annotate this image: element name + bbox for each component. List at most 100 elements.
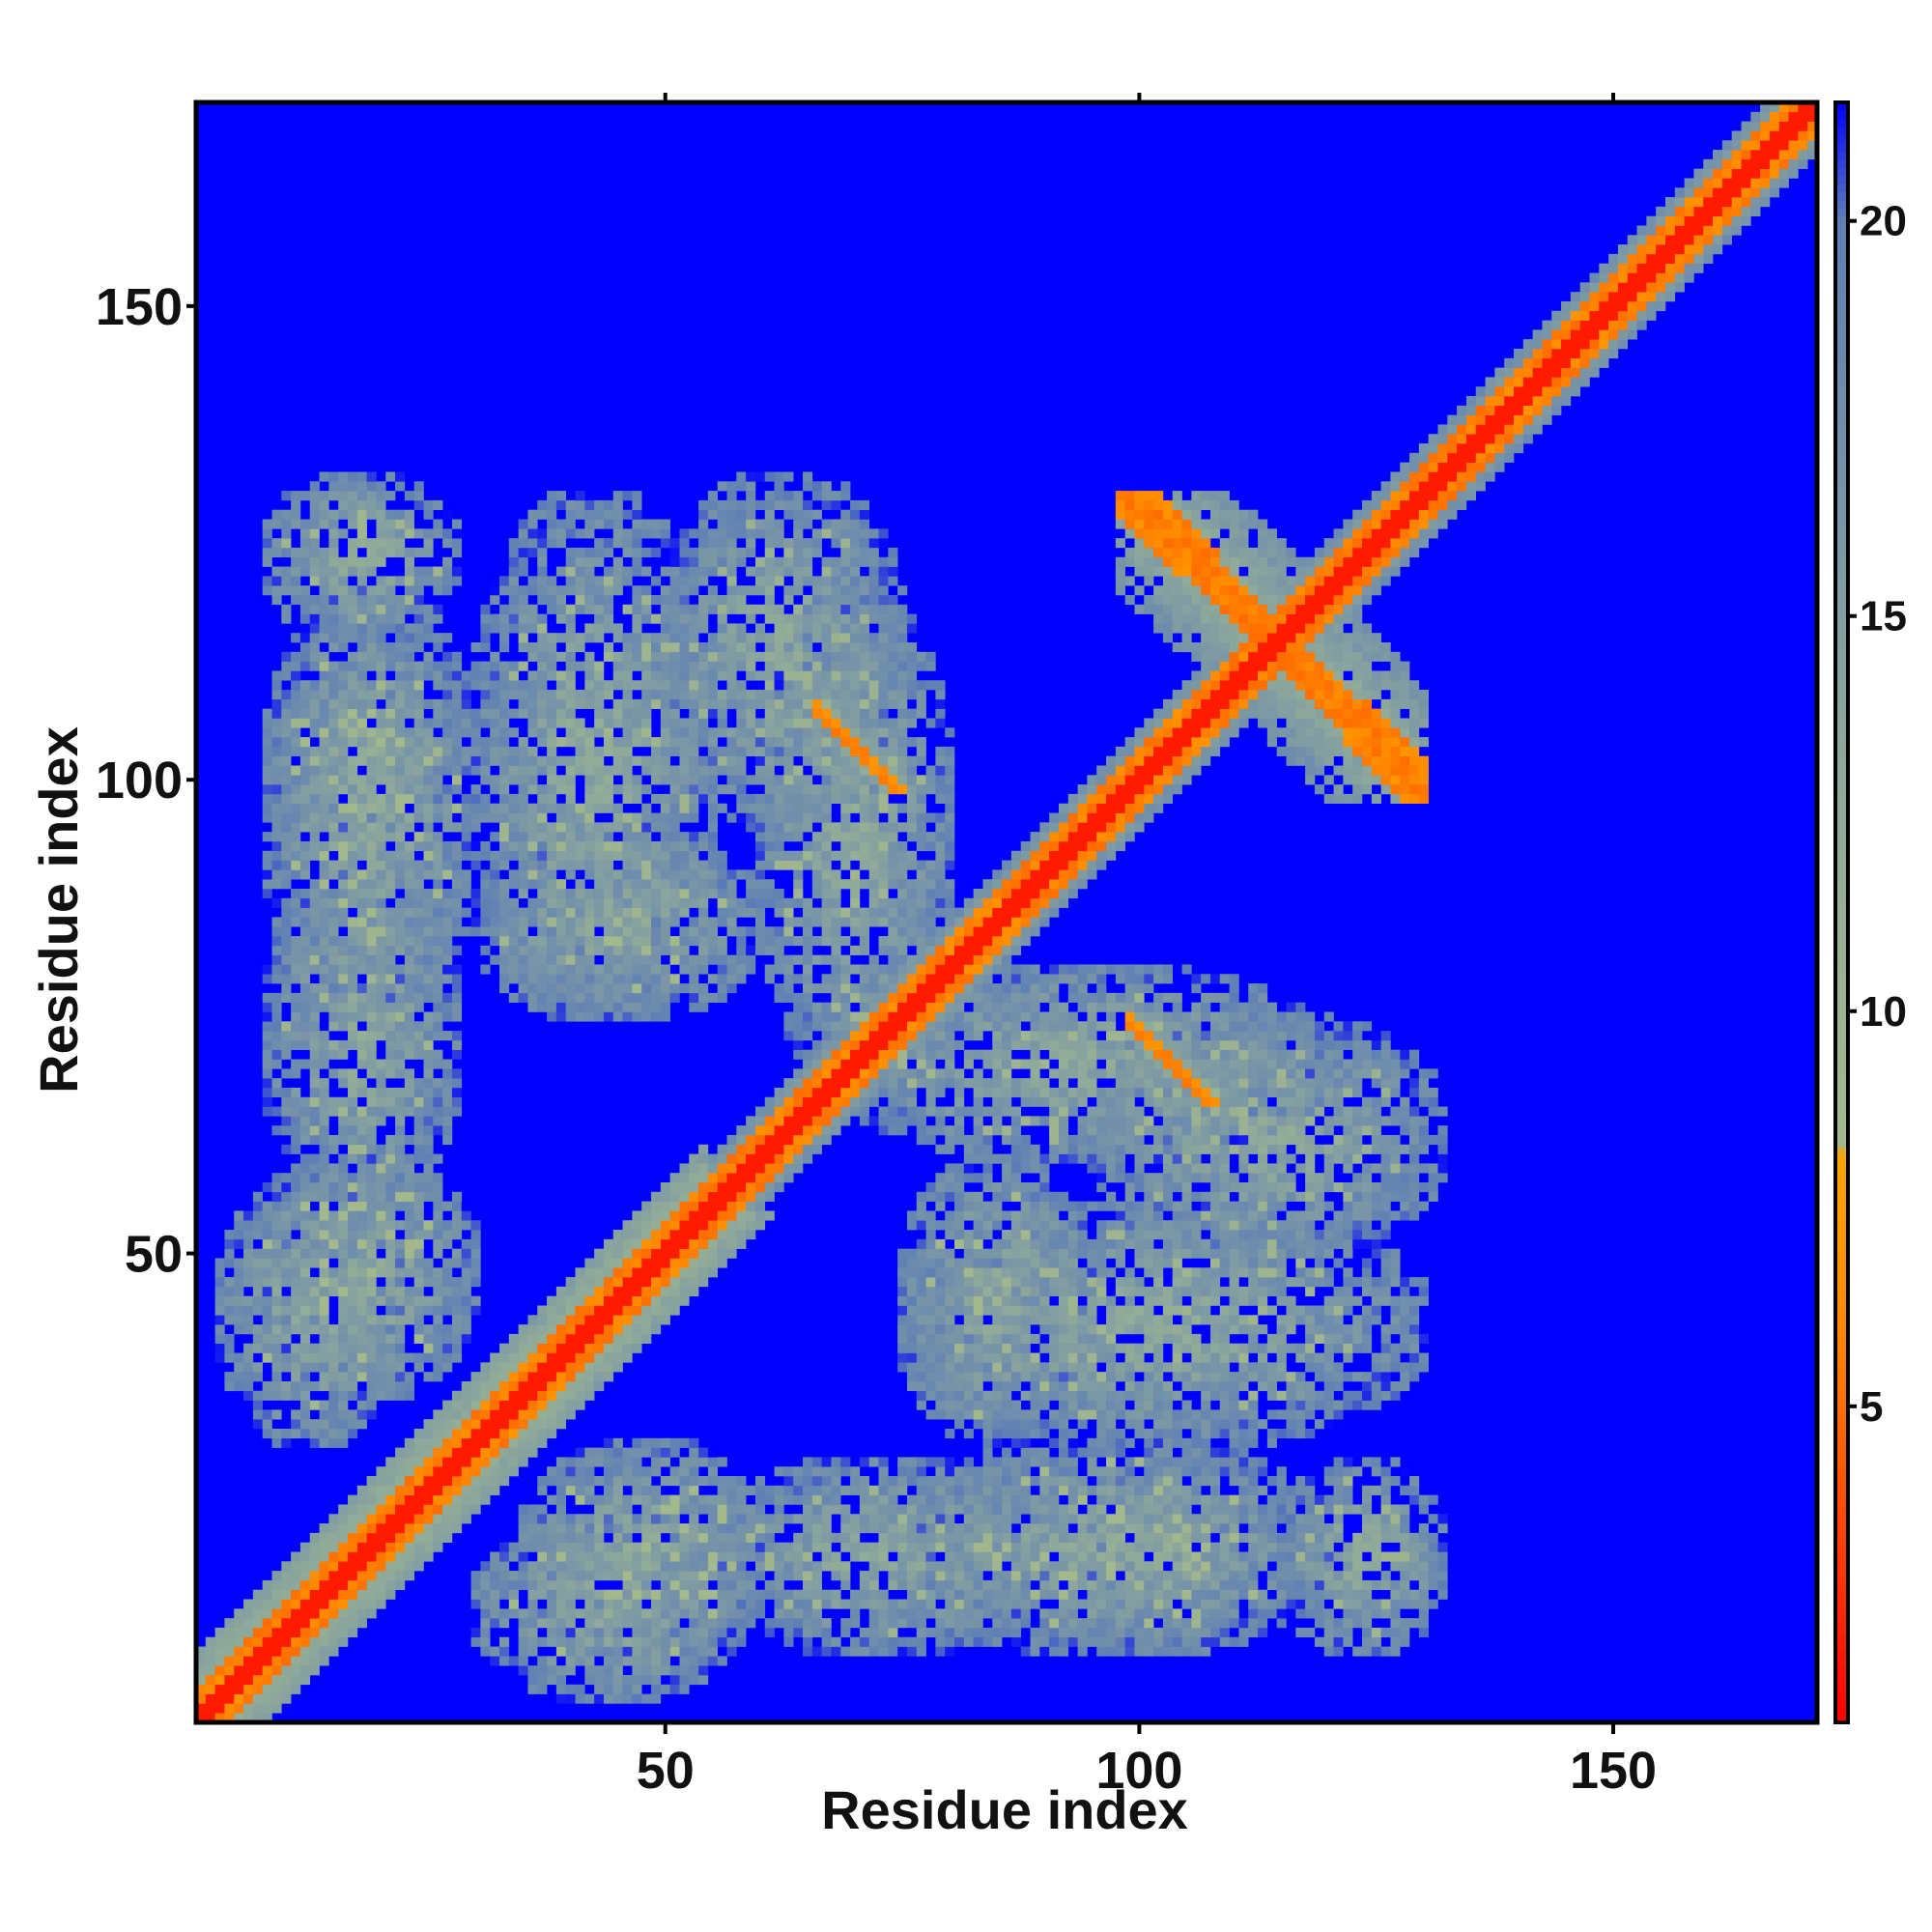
heatmap-cell: [594, 840, 605, 852]
heatmap-cell: [651, 1258, 662, 1268]
heatmap-cell: [575, 879, 585, 890]
heatmap-cell: [527, 708, 538, 719]
heatmap-cell: [565, 1372, 576, 1382]
heatmap-cell: [338, 746, 349, 756]
heatmap-cell: [518, 594, 528, 606]
heatmap-cell: [413, 746, 424, 756]
heatmap-cell: [423, 528, 434, 539]
heatmap-cell: [499, 585, 510, 596]
heatmap-cell: [214, 1646, 225, 1657]
heatmap-cell: [356, 897, 367, 908]
heatmap-cell: [527, 1674, 538, 1686]
heatmap-cell: [319, 1087, 329, 1098]
heatmap-cell: [328, 708, 339, 719]
heatmap-cell: [470, 737, 481, 748]
heatmap-cell: [707, 604, 718, 614]
heatmap-cell: [612, 897, 623, 908]
heatmap-cell: [594, 1504, 605, 1515]
heatmap-cell: [442, 926, 453, 937]
heatmap-cell: [783, 556, 794, 567]
heatmap-cell: [527, 974, 538, 984]
heatmap-cell: [451, 1485, 463, 1495]
heatmap-cell: [234, 1277, 244, 1288]
heatmap-cell: [433, 1447, 443, 1458]
heatmap-cell: [726, 1646, 737, 1657]
heatmap-cell: [707, 547, 718, 558]
heatmap-cell: [252, 1409, 263, 1420]
heatmap-cell: [622, 1571, 633, 1581]
heatmap-cell: [774, 850, 784, 861]
heatmap-cell: [555, 784, 566, 795]
heatmap-cell: [518, 1419, 528, 1430]
heatmap-cell: [328, 1428, 339, 1439]
heatmap-cell: [641, 1011, 652, 1022]
heatmap-cell: [669, 737, 680, 748]
heatmap-cell: [651, 917, 662, 927]
heatmap-cell: [356, 1106, 367, 1117]
heatmap-cell: [537, 793, 548, 805]
heatmap-cell: [243, 1267, 254, 1278]
heatmap-cell: [366, 1031, 377, 1041]
heatmap-cell: [338, 1324, 349, 1335]
heatmap-cell: [717, 1532, 727, 1543]
heatmap-cell: [565, 1542, 576, 1552]
heatmap-cell: [518, 1618, 528, 1629]
heatmap-cell: [660, 1011, 670, 1022]
heatmap-cell: [338, 1532, 349, 1543]
heatmap-cell: [594, 992, 605, 1003]
heatmap-cell: [527, 1362, 538, 1373]
heatmap-cell: [490, 907, 500, 918]
heatmap-cell: [575, 1542, 585, 1552]
heatmap-cell: [669, 746, 680, 756]
heatmap-cell: [774, 471, 784, 482]
heatmap-cell: [726, 926, 737, 937]
heatmap-cell: [527, 746, 538, 756]
heatmap-cell: [291, 499, 301, 510]
heatmap-cell: [641, 1494, 652, 1505]
heatmap-cell: [451, 1087, 463, 1098]
heatmap-cell: [291, 690, 301, 700]
heatmap-cell: [262, 1096, 272, 1107]
heatmap-cell: [632, 1551, 642, 1562]
heatmap-cell: [328, 1238, 339, 1249]
heatmap-cell: [442, 528, 453, 539]
heatmap-cell: [669, 642, 680, 653]
heatmap-cell: [338, 670, 349, 681]
heatmap-cell: [698, 708, 709, 719]
heatmap-cell: [338, 917, 349, 927]
heatmap-cell: [660, 1608, 670, 1619]
heatmap-cell: [622, 642, 633, 653]
heatmap-cell: [413, 1428, 424, 1439]
heatmap-cell: [319, 1059, 329, 1069]
heatmap-cell: [291, 1134, 301, 1146]
heatmap-cell: [754, 1542, 766, 1552]
heatmap-cell: [309, 1362, 320, 1373]
heatmap-cell: [404, 1286, 414, 1296]
heatmap-cell: [281, 1599, 292, 1609]
heatmap-cell: [309, 519, 320, 529]
heatmap-cell: [262, 1693, 272, 1704]
heatmap-cell: [707, 936, 718, 947]
heatmap-cell: [764, 765, 775, 776]
heatmap-cell: [291, 509, 301, 520]
heatmap-cell: [461, 888, 471, 899]
heatmap-cell: [299, 1627, 311, 1638]
heatmap-cell: [603, 1372, 614, 1382]
heatmap-cell: [555, 1646, 566, 1657]
heatmap-cell: [660, 803, 670, 813]
heatmap-cell: [356, 481, 367, 492]
heatmap-cell: [348, 1542, 358, 1552]
heatmap-cell: [565, 642, 576, 653]
heatmap-cell: [338, 850, 349, 861]
heatmap-cell: [234, 1608, 244, 1619]
heatmap-cell: [746, 1504, 756, 1515]
heatmap-cell: [736, 803, 747, 813]
heatmap-cell: [603, 1494, 614, 1505]
heatmap-cell: [679, 1571, 690, 1581]
heatmap-cell: [689, 936, 699, 947]
heatmap-cell: [679, 907, 690, 918]
heatmap-cell: [214, 1352, 225, 1363]
heatmap-cell: [641, 708, 652, 719]
heatmap-cell: [508, 954, 519, 965]
heatmap-cell: [575, 1523, 585, 1534]
